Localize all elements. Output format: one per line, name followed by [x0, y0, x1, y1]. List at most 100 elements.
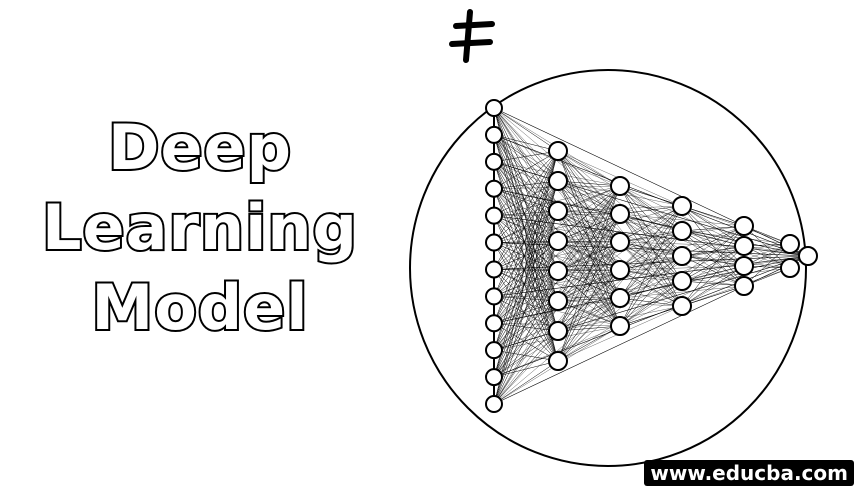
network-edge: [493, 161, 559, 212]
network-edge: [557, 205, 683, 302]
network-edges: [493, 107, 809, 405]
network-node: [672, 271, 692, 291]
network-edge: [619, 213, 683, 307]
network-edge: [493, 269, 559, 332]
network-edge: [681, 285, 745, 307]
network-edge: [493, 150, 559, 351]
network-edge: [557, 213, 621, 242]
network-edge: [493, 134, 621, 327]
network-edge: [493, 150, 559, 189]
network-edge: [493, 213, 621, 351]
network-edge: [557, 300, 621, 327]
network-edge: [493, 242, 621, 271]
network-edge: [619, 297, 683, 307]
network-node: [548, 231, 568, 251]
network-edge: [493, 210, 559, 270]
network-edge: [493, 330, 559, 378]
network-node: [485, 233, 503, 252]
network-edge: [557, 241, 621, 302]
network-edge: [493, 134, 559, 272]
network-edge: [493, 255, 809, 270]
network-edge: [681, 265, 745, 307]
network-edge: [493, 213, 621, 297]
network-edge: [681, 225, 745, 282]
network-edge: [493, 323, 559, 332]
network-node: [734, 216, 754, 236]
network-edge: [557, 240, 621, 299]
network-node: [485, 314, 503, 333]
network-edge: [493, 180, 559, 189]
network-edge: [557, 213, 621, 332]
network-node: [672, 221, 692, 241]
network-edge: [557, 150, 621, 271]
network-edge: [557, 269, 621, 362]
network-edge: [493, 188, 559, 302]
diagram-circle: [409, 69, 807, 467]
network-edge: [493, 270, 559, 405]
network-edge: [493, 215, 559, 302]
network-edge: [557, 210, 621, 271]
network-edge: [557, 210, 683, 307]
network-edge: [493, 300, 559, 351]
network-node: [610, 316, 630, 336]
network-edge: [493, 134, 809, 257]
network-edge: [619, 205, 683, 243]
network-node: [485, 125, 503, 144]
network-edge: [619, 230, 683, 299]
network-edge: [557, 241, 621, 332]
network-edge: [493, 269, 559, 272]
network-edge: [493, 255, 809, 297]
network-edge: [557, 241, 621, 362]
network-edge: [557, 230, 683, 332]
network-edge: [493, 270, 559, 351]
network-node: [485, 368, 503, 387]
network-edge: [557, 205, 683, 362]
network-edge: [619, 205, 683, 327]
network-edge: [493, 188, 559, 362]
network-edge: [493, 255, 809, 324]
network-node: [610, 260, 630, 280]
network-edge: [681, 245, 745, 257]
network-edge: [493, 269, 559, 302]
network-edge: [619, 185, 683, 307]
network-edge: [493, 134, 559, 332]
network-edge: [681, 245, 745, 282]
network-node: [610, 288, 630, 308]
network-edge: [619, 213, 683, 282]
network-node: [734, 236, 754, 256]
network-node: [798, 246, 818, 266]
network-edge: [493, 188, 559, 242]
network-edge: [493, 296, 559, 332]
network-edge: [557, 150, 621, 215]
network-edge: [493, 134, 559, 152]
network-node: [610, 176, 630, 196]
network-edge: [493, 255, 809, 378]
network-node: [610, 204, 630, 224]
network-edge: [493, 360, 559, 378]
network-edge: [493, 300, 559, 378]
network-edge: [557, 180, 621, 271]
network-edge: [619, 285, 745, 299]
network-node: [485, 395, 503, 413]
network-edge: [493, 188, 559, 332]
network-edge: [493, 150, 559, 405]
network-edge: [493, 270, 559, 324]
network-edge: [493, 240, 559, 405]
network-edge: [493, 107, 809, 257]
network-edge: [493, 180, 559, 243]
network-edge: [493, 185, 621, 216]
network-node: [734, 256, 754, 276]
network-edge: [493, 255, 809, 405]
network-edge: [619, 230, 683, 243]
hash-mark-icon: [449, 9, 495, 63]
network-edge: [493, 213, 621, 243]
network-edge: [681, 230, 745, 247]
network-edge: [493, 188, 621, 327]
network-edge: [557, 210, 621, 299]
network-edge: [681, 225, 745, 307]
network-edge: [493, 255, 809, 351]
network-edge: [493, 107, 559, 152]
network-edge: [493, 241, 621, 324]
network-edge: [493, 269, 621, 299]
